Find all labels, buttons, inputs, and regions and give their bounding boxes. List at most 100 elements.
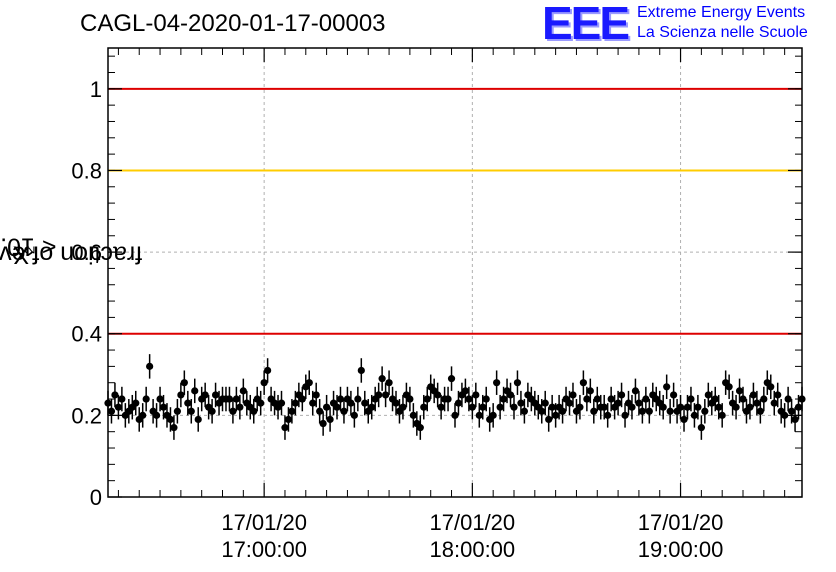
y-tick-label: 0 <box>90 485 102 510</box>
data-point <box>399 403 407 411</box>
data-point <box>416 424 424 432</box>
data-point <box>132 399 140 407</box>
data-point <box>236 403 244 411</box>
data-point <box>607 395 615 403</box>
data-point <box>451 411 459 419</box>
x-tick-date: 17/01/20 <box>638 510 724 535</box>
data-point <box>770 399 778 407</box>
data-point <box>735 387 744 395</box>
data-point <box>461 387 470 395</box>
data-point <box>628 403 636 411</box>
data-point <box>298 395 306 403</box>
data-point <box>791 415 799 424</box>
data-point <box>104 399 112 407</box>
data-point <box>288 407 296 415</box>
data-point <box>277 399 286 407</box>
data-point <box>767 383 775 391</box>
data-point <box>444 395 452 403</box>
y-tick-label: 1 <box>90 77 102 102</box>
data-point <box>753 399 761 407</box>
data-point <box>718 411 726 419</box>
y-tick-label: 0.2 <box>71 403 102 428</box>
data-point <box>191 387 199 395</box>
x-tick-time: 18:00:00 <box>430 537 516 562</box>
data-point <box>118 395 126 403</box>
data-point <box>732 403 740 411</box>
data-point <box>142 395 150 403</box>
data-point <box>434 391 442 399</box>
data-point <box>576 403 584 411</box>
data-point <box>173 407 181 415</box>
data-point <box>510 403 518 411</box>
data-point <box>631 387 640 395</box>
y-tick-label: 0.4 <box>71 322 102 347</box>
data-point <box>312 391 320 399</box>
data-point <box>683 403 692 411</box>
data-point <box>211 391 220 399</box>
data-point <box>326 415 334 424</box>
data-point <box>159 403 168 411</box>
data-point <box>319 419 327 428</box>
data-point <box>375 391 383 399</box>
logo-line-2: La Scienza nelle Scuole <box>637 24 808 41</box>
data-point <box>305 379 313 387</box>
data-point <box>194 415 202 424</box>
data-point <box>638 407 646 415</box>
data-point <box>579 379 587 387</box>
data-point <box>760 395 768 403</box>
data-point <box>781 411 789 419</box>
data-point <box>604 411 612 419</box>
plot-frame <box>107 47 803 498</box>
data-point <box>513 379 522 387</box>
data-point <box>281 424 289 432</box>
data-point <box>465 395 473 403</box>
data-point <box>499 395 508 403</box>
data-point <box>493 379 501 387</box>
data-point <box>187 407 195 415</box>
data-point <box>309 399 317 407</box>
data-point <box>774 391 782 399</box>
data-point <box>264 366 272 375</box>
logo-line-1: Extreme Energy Events <box>637 4 806 21</box>
data-point <box>787 407 796 415</box>
data-point <box>482 395 490 403</box>
data-point <box>107 407 116 415</box>
data-point <box>635 399 643 407</box>
data-point <box>260 379 268 387</box>
data-point <box>475 411 483 419</box>
data-point <box>479 403 487 411</box>
data-point <box>201 391 209 399</box>
data-point <box>250 407 258 415</box>
data-point <box>392 399 400 407</box>
data-point <box>680 415 688 424</box>
data-point <box>621 411 629 419</box>
data-point <box>711 395 719 403</box>
data-point <box>184 399 192 407</box>
x-tick-date: 17/01/20 <box>221 510 307 535</box>
data-point <box>590 407 598 415</box>
data-point <box>420 403 428 411</box>
data-point <box>385 379 393 387</box>
data-point <box>538 407 546 415</box>
data-point <box>746 403 754 411</box>
data-point <box>545 415 553 424</box>
data-point <box>170 424 178 432</box>
data-point <box>437 403 445 411</box>
data-point <box>146 362 154 370</box>
data-point <box>333 403 341 411</box>
data-point <box>382 391 390 399</box>
data-point <box>666 407 674 415</box>
data-point <box>701 407 709 415</box>
eee-logo-mark: EEE <box>542 0 630 49</box>
data-point <box>642 395 650 403</box>
data-point <box>468 403 476 411</box>
data-point <box>670 391 678 399</box>
data-point <box>340 407 348 415</box>
data-point <box>180 379 188 387</box>
chart-title: CAGL-04-2020-01-17-00003 <box>80 10 386 37</box>
data-point <box>600 403 608 411</box>
data-point <box>558 407 567 415</box>
data-point <box>347 399 355 407</box>
y-tick-label: 0.8 <box>71 158 102 183</box>
data-point <box>323 403 331 411</box>
